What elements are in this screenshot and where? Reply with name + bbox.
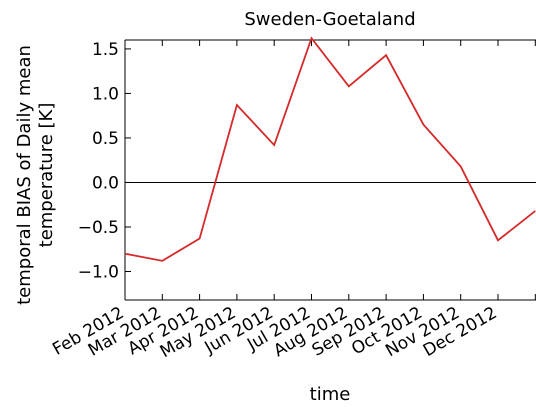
y-axis-label-line: temperature [K] bbox=[36, 103, 57, 248]
data-line bbox=[124, 36, 536, 262]
y-tick-label: 0.0 bbox=[92, 173, 119, 193]
y-axis-label: temporal BIAS of Daily mean temperature … bbox=[14, 45, 57, 305]
y-axis-label-line: temporal BIAS of Daily mean bbox=[14, 45, 35, 305]
y-tick-label: −0.5 bbox=[78, 218, 119, 238]
x-axis-label: time bbox=[310, 384, 351, 405]
y-tick-label: 1.0 bbox=[92, 84, 119, 104]
chart-title: Sweden-Goetaland bbox=[244, 9, 415, 30]
y-tick-label: −1.0 bbox=[78, 263, 119, 283]
y-tick-label: 0.5 bbox=[92, 129, 119, 149]
y-tick-label: 1.5 bbox=[92, 40, 119, 60]
